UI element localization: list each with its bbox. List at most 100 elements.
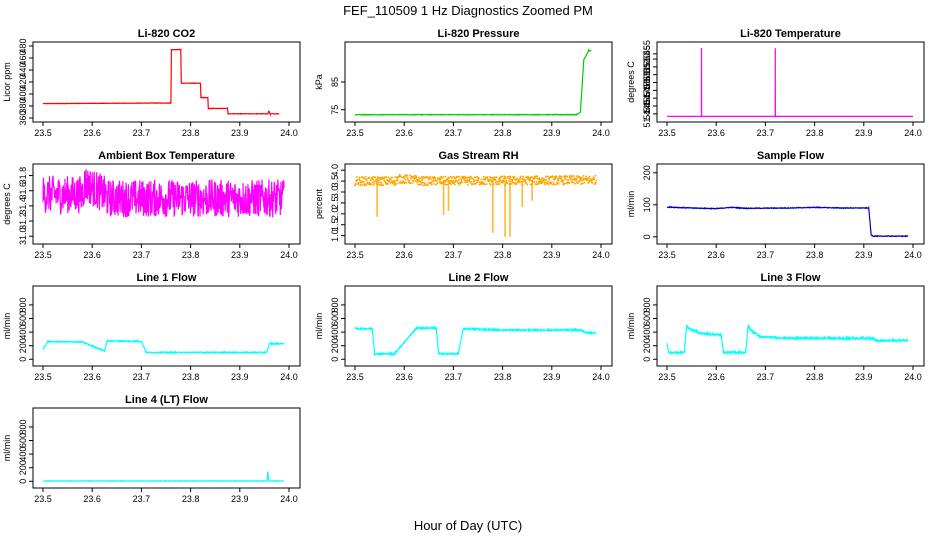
y-tick-label: 3.5 <box>330 175 340 188</box>
data-point <box>447 177 450 179</box>
x-tick-label: 23.8 <box>806 128 824 138</box>
data-point <box>538 178 541 181</box>
data-point <box>467 184 469 186</box>
data-point <box>545 176 547 178</box>
data-point <box>387 183 389 185</box>
data-point <box>436 182 439 185</box>
data-point <box>509 187 511 189</box>
data-point <box>364 178 367 180</box>
data-point <box>367 183 370 185</box>
data-point <box>509 193 511 195</box>
data-point <box>495 181 497 184</box>
data-point <box>432 176 434 178</box>
data-point <box>394 183 396 186</box>
data-point <box>460 175 463 178</box>
data-point <box>504 211 506 213</box>
x-tick-label: 23.8 <box>806 372 824 382</box>
x-tick-label: 23.8 <box>182 372 200 382</box>
x-tick-label: 23.5 <box>34 128 52 138</box>
data-point <box>518 178 521 180</box>
data-point <box>442 175 445 178</box>
data-point <box>521 193 524 195</box>
data-point <box>458 179 460 181</box>
y-tick-label: 4.0 <box>330 164 340 177</box>
data-point <box>418 183 421 186</box>
y-tick-label: 400 <box>18 325 28 340</box>
data-point <box>568 181 571 184</box>
panel-title: Line 3 Flow <box>761 272 821 284</box>
data-point <box>376 189 378 191</box>
data-point <box>553 176 556 178</box>
data-point <box>480 178 482 181</box>
data-point <box>408 174 411 177</box>
data-point <box>536 181 538 183</box>
data-point <box>504 207 506 209</box>
series-line <box>666 323 909 356</box>
data-point <box>515 179 517 181</box>
data-point <box>445 183 447 186</box>
chart-panels: Li-820 CO2 23.5 23.6 23.7 23.8 23.9 24.0 360380… <box>2 28 925 504</box>
data-point <box>427 178 430 180</box>
data-point <box>373 182 375 185</box>
data-point <box>447 199 450 201</box>
y-tick-label: 200 <box>642 338 652 353</box>
panel-title: Sample Flow <box>757 150 825 162</box>
data-point <box>461 181 463 184</box>
x-tick-label: 23.5 <box>346 128 364 138</box>
data-point <box>371 181 374 183</box>
data-point <box>559 177 561 179</box>
data-point <box>468 179 471 181</box>
data-point <box>491 209 494 211</box>
data-point <box>429 178 432 181</box>
y-axis-label: degrees C <box>626 61 636 103</box>
plot-frame <box>656 285 925 367</box>
y-axis-label: Licor ppm <box>2 62 12 102</box>
data-point <box>541 180 544 183</box>
data-point <box>360 181 362 184</box>
data-point <box>383 179 386 182</box>
data-point <box>469 181 472 184</box>
data-point <box>559 175 562 178</box>
data-point <box>391 181 394 184</box>
data-point <box>548 178 551 181</box>
data-point <box>442 189 445 191</box>
data-point <box>560 176 563 178</box>
data-point <box>442 181 445 183</box>
data-point <box>537 183 539 186</box>
x-tick-label: 23.6 <box>707 372 725 382</box>
data-point <box>535 183 538 186</box>
data-point <box>566 182 568 185</box>
data-point <box>377 177 379 180</box>
y-axis-label: ml/min <box>626 191 636 218</box>
data-point <box>400 182 403 185</box>
data-point <box>548 177 550 179</box>
x-tick-label: 23.9 <box>543 128 561 138</box>
x-tick-label: 23.5 <box>658 250 676 260</box>
data-point <box>483 176 485 178</box>
data-point <box>533 180 536 183</box>
x-tick-label: 23.7 <box>757 128 775 138</box>
data-point <box>588 177 590 179</box>
data-point <box>491 183 494 185</box>
y-tick-label: 200 <box>642 165 652 180</box>
x-tick-label: 23.7 <box>133 372 151 382</box>
y-tick-label: 31.8 <box>18 167 28 185</box>
data-point <box>527 175 529 178</box>
data-point <box>521 201 524 203</box>
data-point <box>504 217 506 219</box>
data-point <box>524 180 526 183</box>
data-point <box>376 176 379 178</box>
y-axis-label: ml/min <box>314 313 324 340</box>
data-point <box>378 177 381 179</box>
data-point <box>561 179 564 181</box>
data-point <box>491 231 494 233</box>
data-point <box>417 176 420 179</box>
data-point <box>497 181 499 183</box>
data-point <box>370 179 372 182</box>
data-point <box>417 183 420 186</box>
data-point <box>442 201 445 203</box>
data-point <box>447 201 450 203</box>
data-point <box>386 178 388 181</box>
series-line <box>42 48 280 117</box>
data-point <box>509 227 511 229</box>
